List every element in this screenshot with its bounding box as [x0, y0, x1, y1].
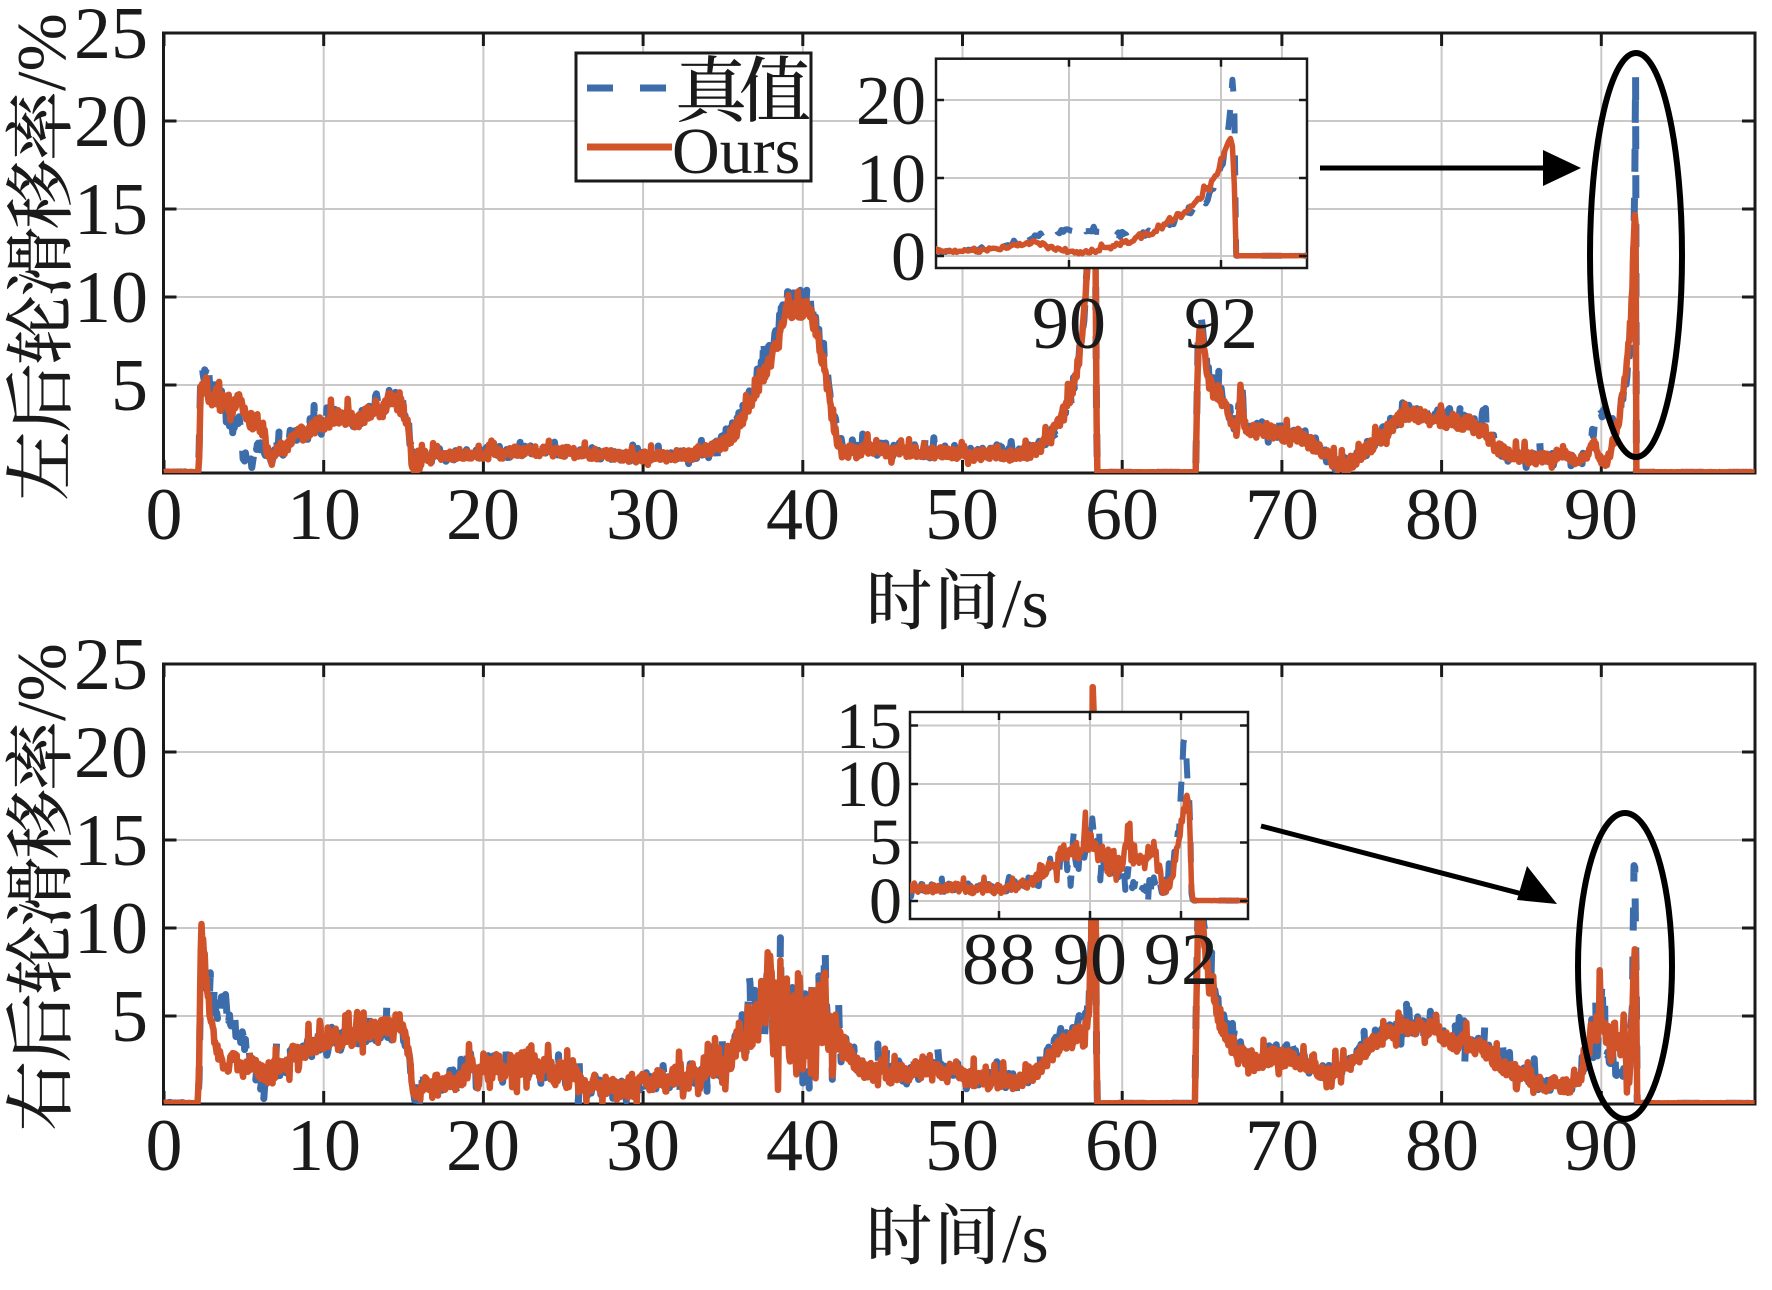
svg-text:20: 20	[74, 712, 148, 794]
svg-text:90: 90	[1053, 919, 1127, 1001]
svg-text:50: 50	[925, 1105, 999, 1187]
svg-text:30: 30	[606, 474, 680, 556]
svg-text:10: 10	[74, 257, 148, 339]
svg-text:60: 60	[1085, 474, 1159, 556]
svg-text:10: 10	[836, 748, 902, 821]
svg-text:/%: /%	[4, 13, 81, 91]
svg-text:25: 25	[74, 0, 148, 75]
svg-text:/s: /s	[1002, 566, 1049, 643]
svg-text:40: 40	[766, 1105, 840, 1187]
svg-text:92: 92	[1184, 283, 1258, 365]
svg-text:92: 92	[1144, 919, 1218, 1001]
svg-text:70: 70	[1245, 1105, 1319, 1187]
svg-text:90: 90	[1032, 283, 1106, 365]
svg-text:20: 20	[446, 1105, 520, 1187]
svg-text:60: 60	[1085, 1105, 1159, 1187]
svg-text:Ours: Ours	[672, 115, 800, 188]
svg-text:0: 0	[146, 1105, 183, 1187]
svg-text:80: 80	[1405, 1105, 1479, 1187]
svg-text:5: 5	[111, 976, 148, 1058]
svg-text:15: 15	[74, 169, 148, 251]
svg-text:0: 0	[891, 219, 926, 296]
svg-text:0: 0	[869, 865, 902, 938]
svg-text:10: 10	[856, 141, 926, 218]
svg-text:90: 90	[1564, 474, 1638, 556]
svg-text:20: 20	[446, 474, 520, 556]
svg-text:15: 15	[836, 690, 902, 763]
svg-text:/s: /s	[1002, 1201, 1049, 1278]
svg-text:25: 25	[74, 624, 148, 706]
svg-text:5: 5	[111, 345, 148, 427]
svg-text:88: 88	[962, 919, 1036, 1001]
svg-text:30: 30	[606, 1105, 680, 1187]
svg-text:15: 15	[74, 800, 148, 882]
svg-text:5: 5	[869, 806, 902, 879]
svg-text:20: 20	[856, 63, 926, 140]
svg-text:10: 10	[287, 474, 361, 556]
svg-text:40: 40	[766, 474, 840, 556]
svg-text:20: 20	[74, 81, 148, 163]
svg-text:50: 50	[925, 474, 999, 556]
svg-text:/%: /%	[4, 643, 81, 721]
svg-text:10: 10	[74, 888, 148, 970]
svg-text:80: 80	[1405, 474, 1479, 556]
svg-text:10: 10	[287, 1105, 361, 1187]
svg-text:70: 70	[1245, 474, 1319, 556]
svg-text:0: 0	[146, 474, 183, 556]
